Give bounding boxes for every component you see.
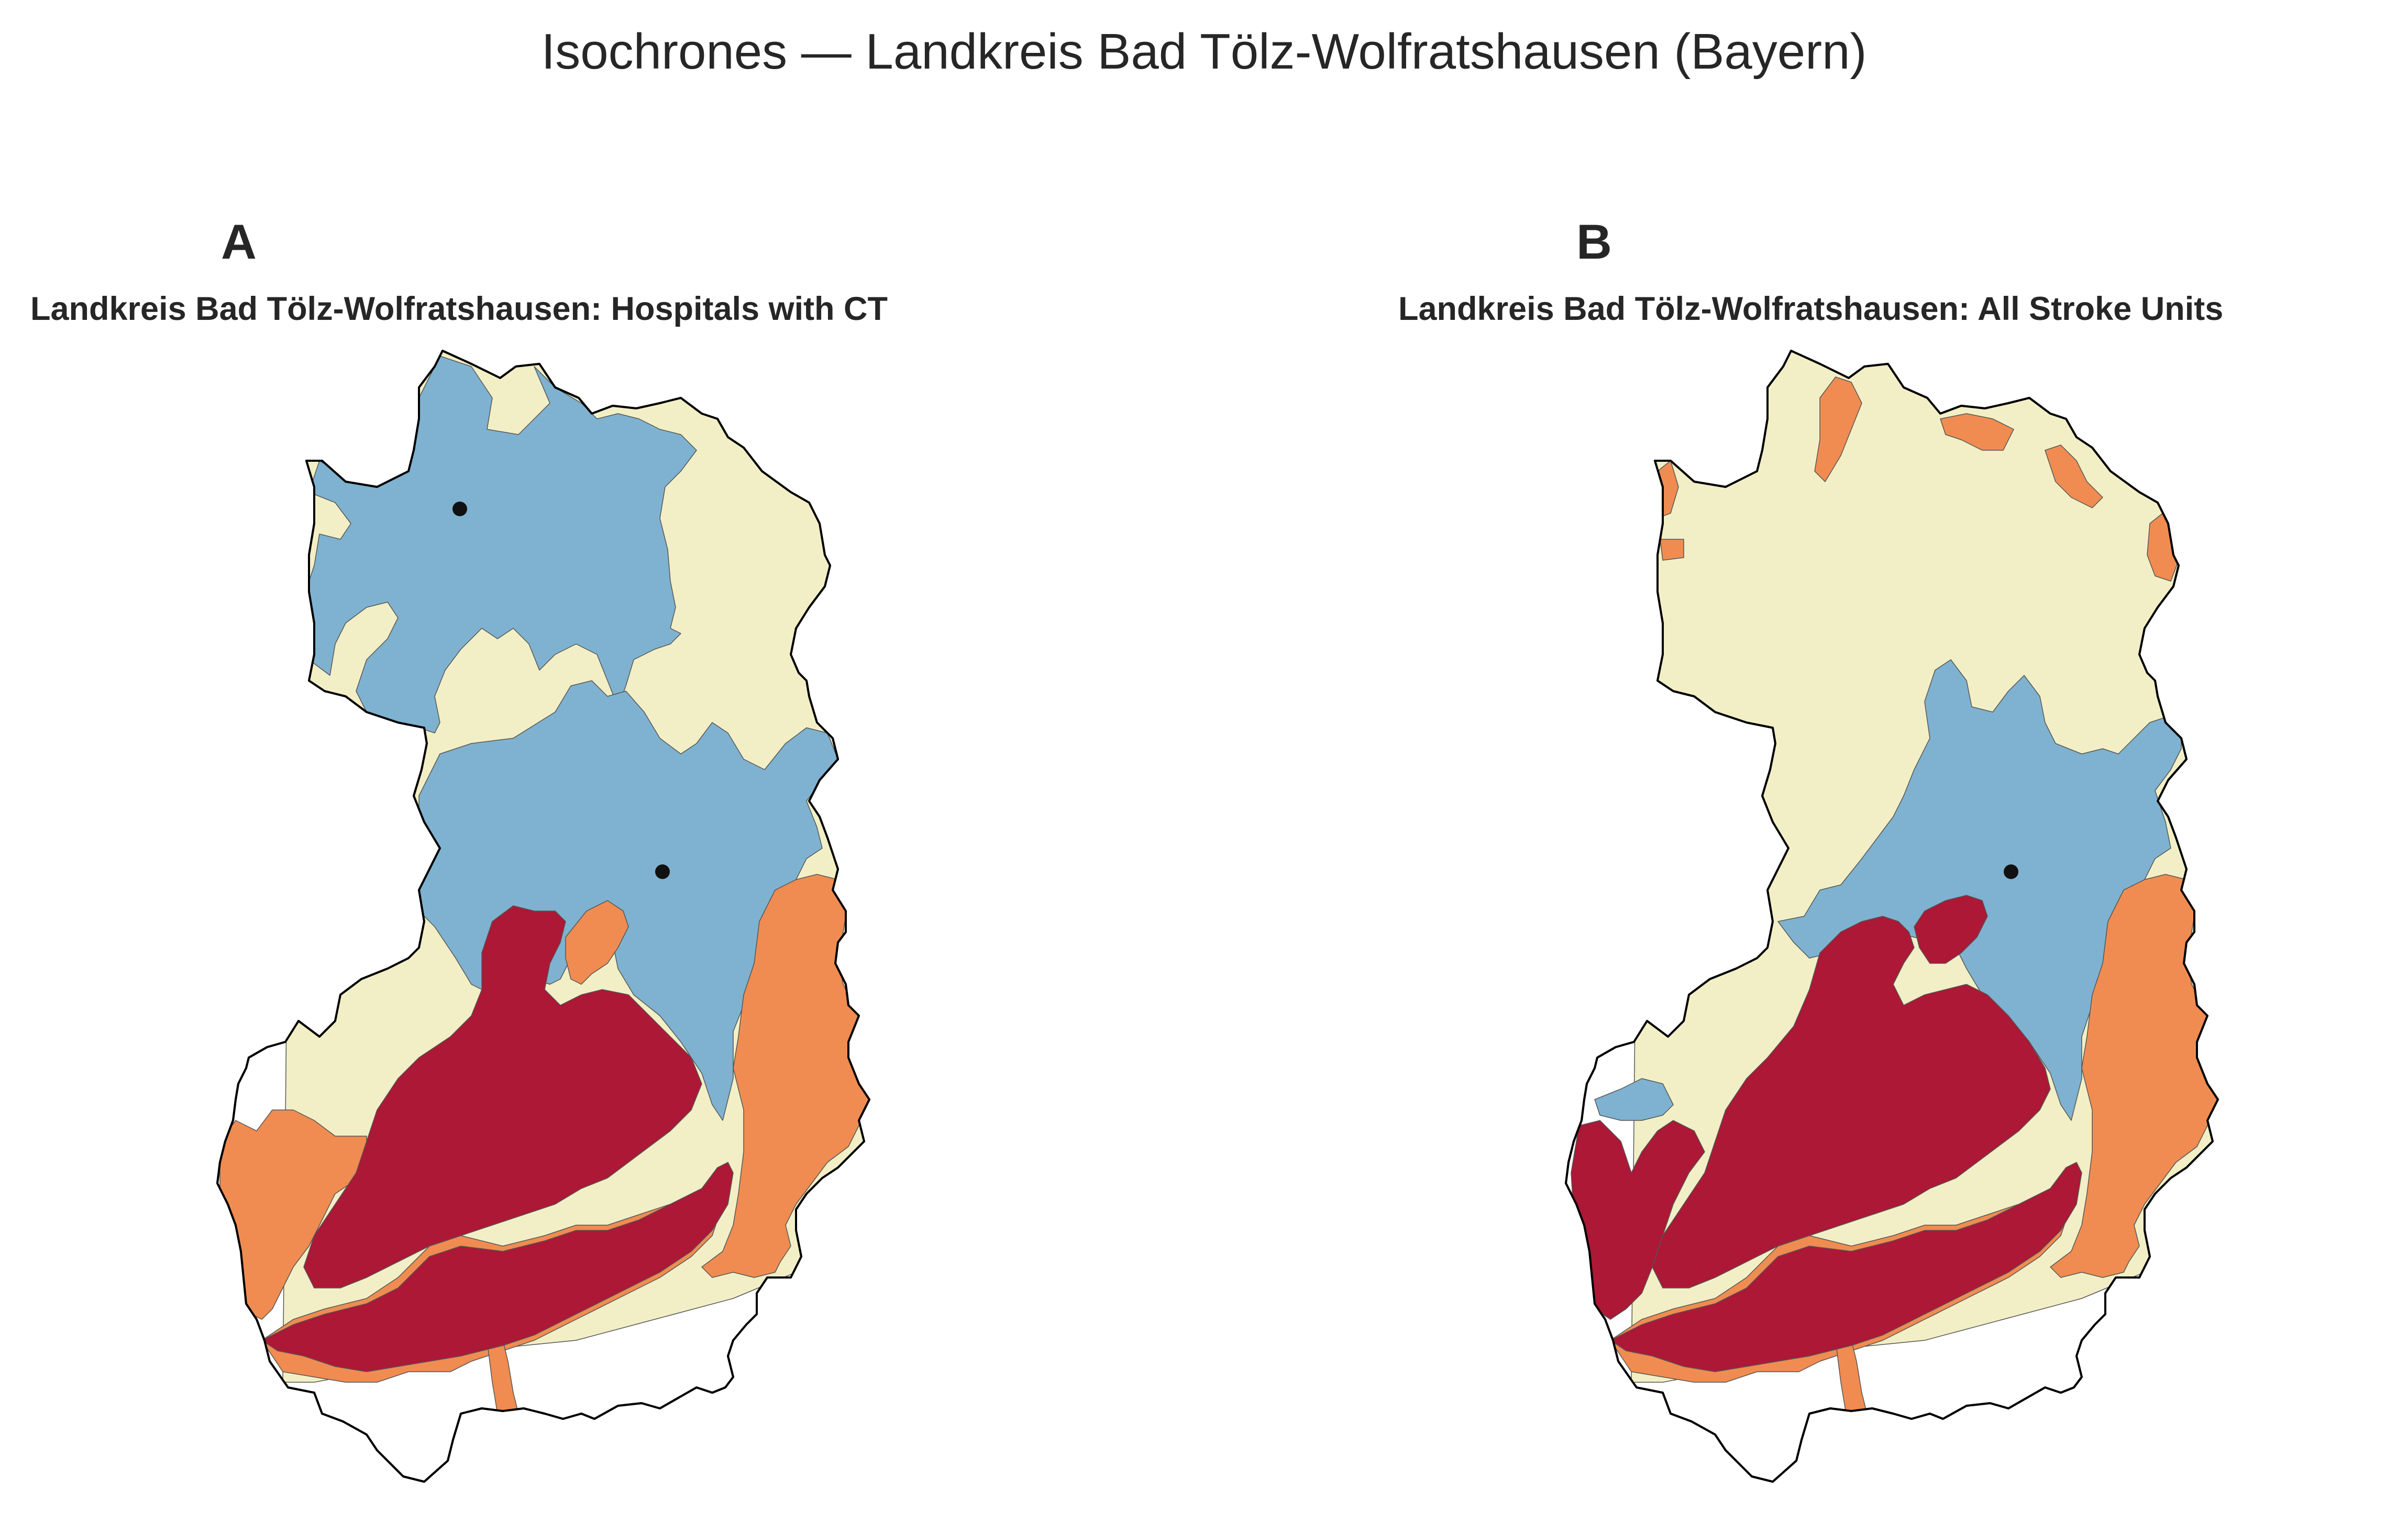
isochrone-zone-4-south bbox=[1610, 1162, 2082, 1372]
panel-b-title: Landkreis Bad Tölz-Wolfratshausen: All S… bbox=[1398, 291, 2224, 327]
map-panel-b bbox=[1565, 350, 2219, 1483]
isochrone-zone-3-east bbox=[2050, 874, 2218, 1278]
isochrone-zone-3-north-pocket bbox=[1660, 539, 1684, 561]
panel-a-title: Landkreis Bad Tölz-Wolfratshausen: Hospi… bbox=[30, 291, 888, 327]
isochrone-zone-4-main bbox=[303, 905, 702, 1288]
isochrone-zone-1-west-pocket bbox=[1594, 1078, 1674, 1121]
panel-b-letter: B bbox=[1576, 214, 1612, 269]
isochrone-zone-1-north bbox=[303, 355, 697, 734]
isochrone-zone-4-south bbox=[261, 1162, 734, 1372]
isochrone-zone-3-pocket bbox=[565, 900, 629, 985]
hospital-marker bbox=[452, 502, 467, 516]
panel-a-letter: A bbox=[221, 214, 257, 269]
isochrone-zone-4-north-lobe bbox=[1914, 895, 1988, 964]
isochrone-zone-3-north-pocket bbox=[1940, 413, 2014, 451]
isochrone-zone-3-east bbox=[701, 874, 869, 1278]
isochrone-zone-3-north-pocket bbox=[2045, 445, 2103, 508]
isochrone-zone-1-central bbox=[1777, 659, 2182, 1121]
figure-title: Isochrones — Landkreis Bad Tölz-Wolfrats… bbox=[541, 24, 1867, 80]
isochrone-zone-4-main bbox=[1652, 916, 2051, 1288]
map-panel-a bbox=[216, 350, 870, 1483]
stroke-unit-marker bbox=[2004, 864, 2018, 879]
isochrone-zone-3-north-pocket bbox=[1814, 376, 1862, 482]
hospital-marker bbox=[655, 864, 670, 879]
